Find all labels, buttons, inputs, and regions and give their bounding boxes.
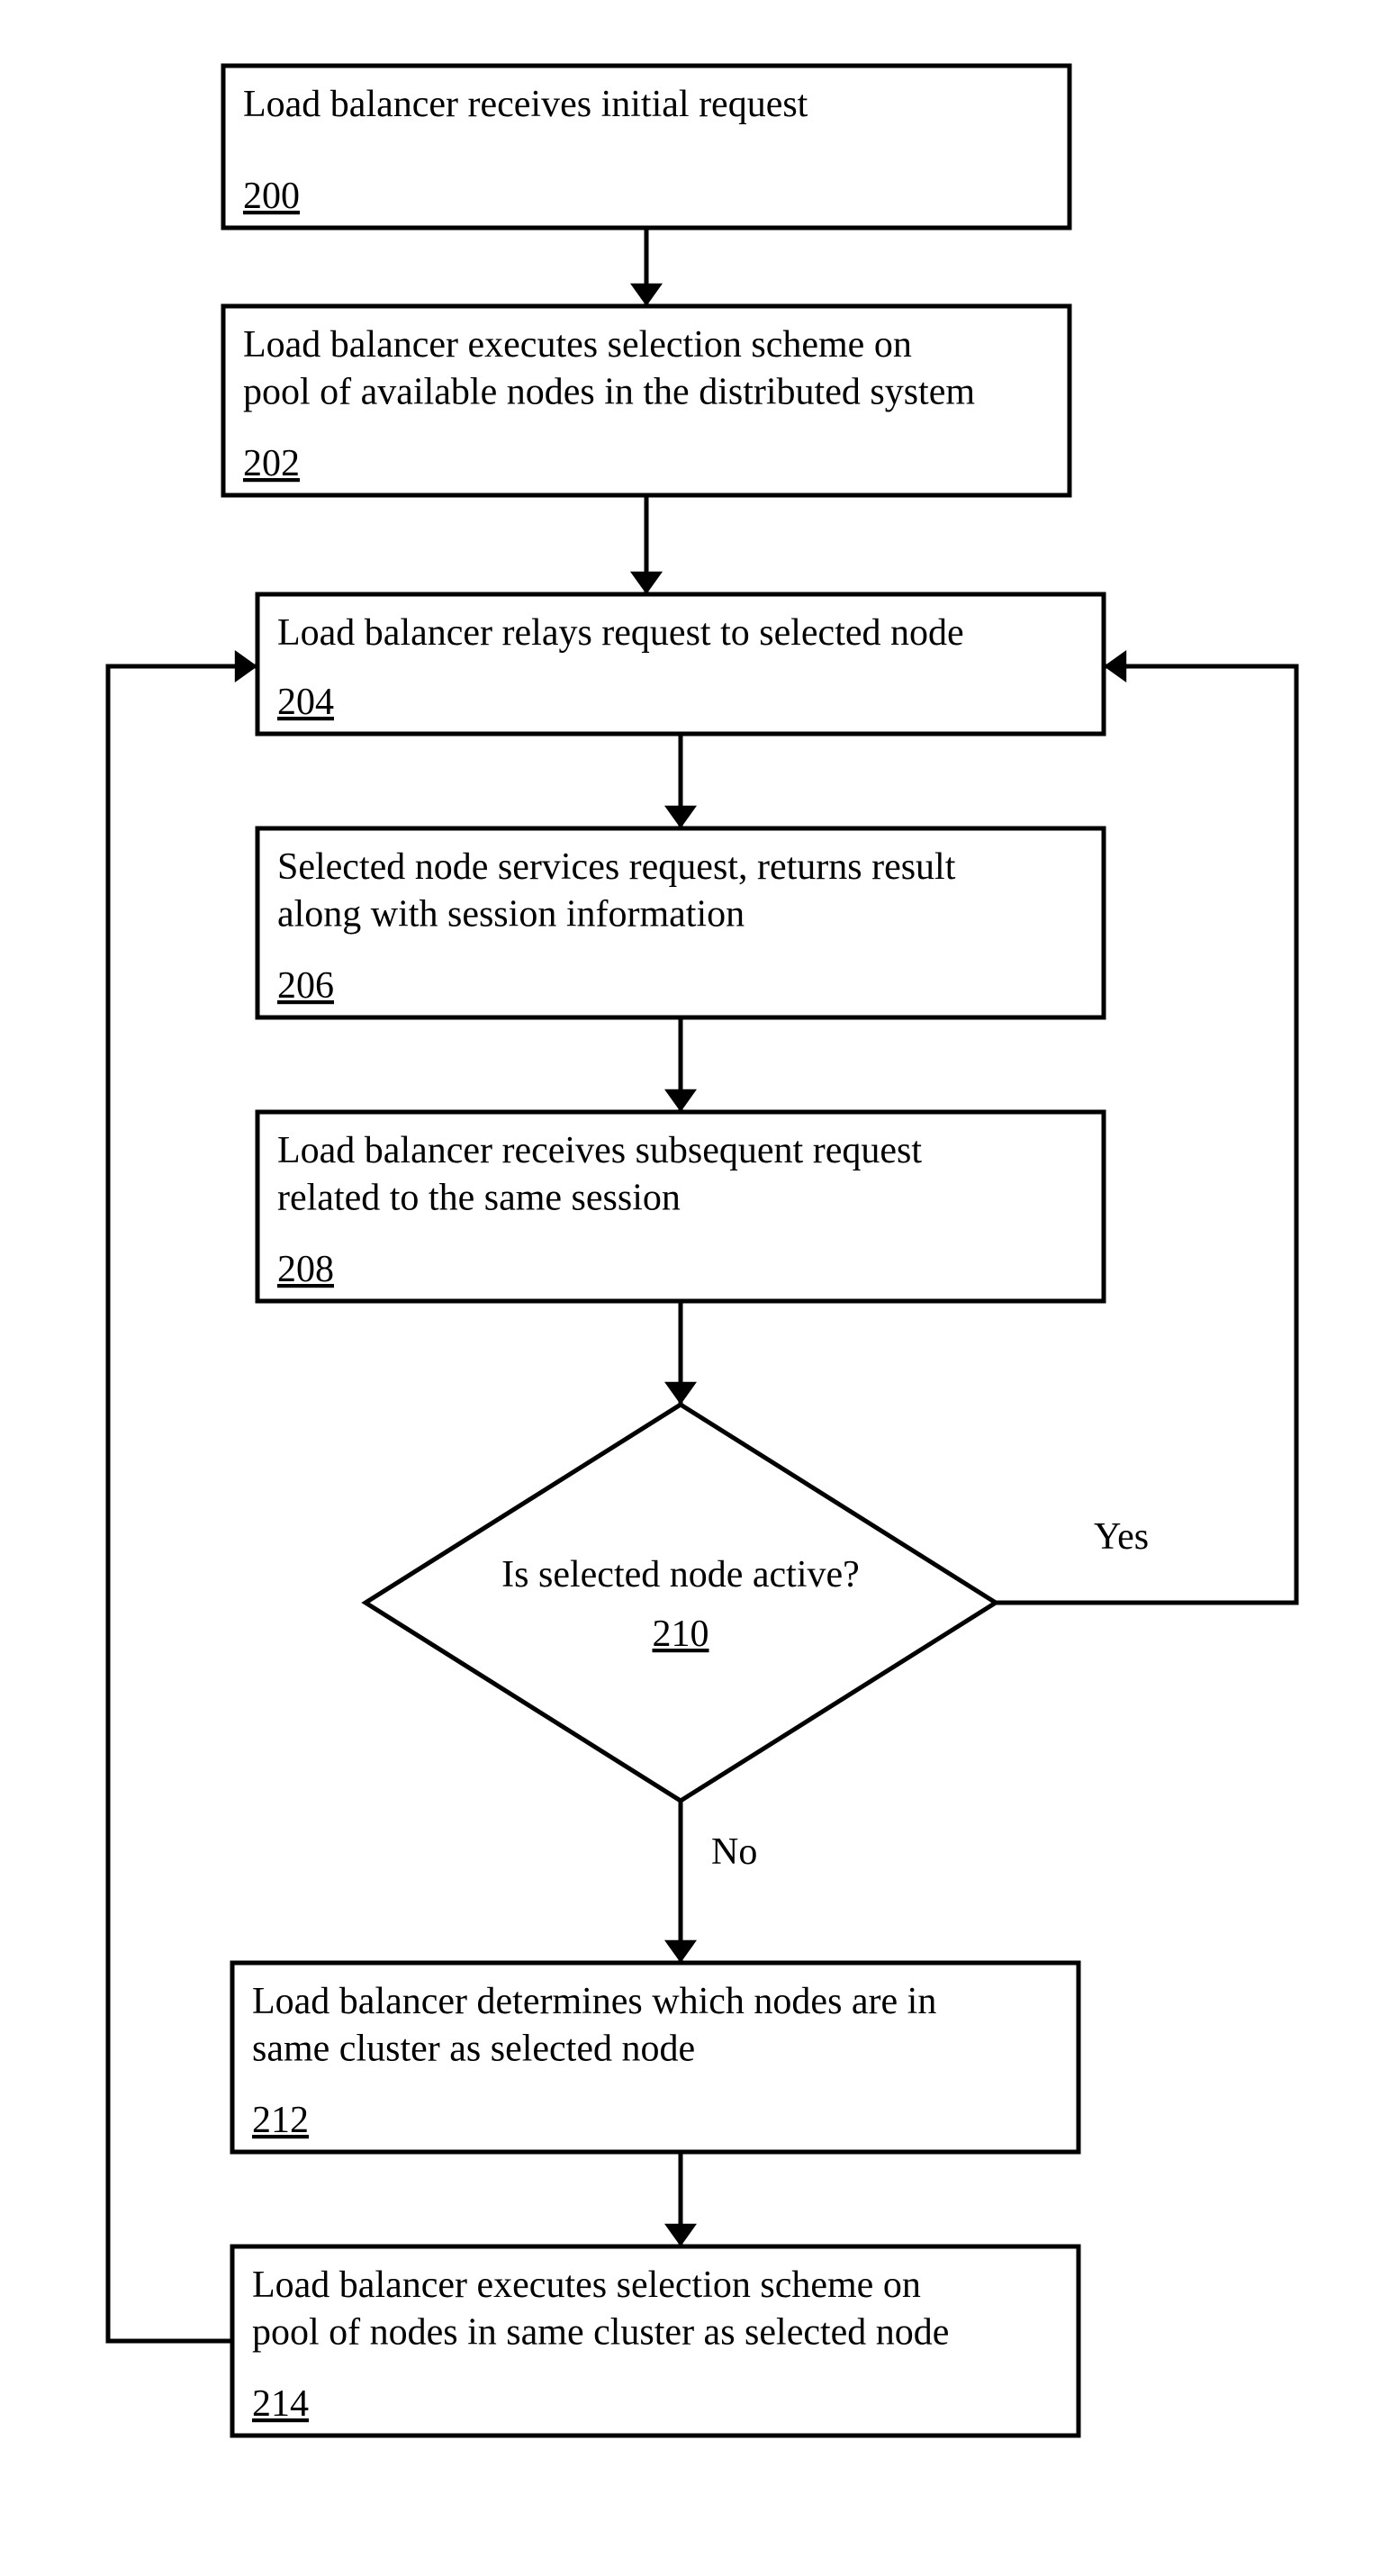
node-text-n202-0: Load balancer executes selection scheme … bbox=[243, 324, 912, 366]
node-n210 bbox=[366, 1405, 996, 1801]
node-ref-n214: 214 bbox=[252, 2383, 309, 2425]
node-text-n212-1: same cluster as selected node bbox=[252, 2029, 695, 2070]
node-ref-n200: 200 bbox=[243, 176, 300, 217]
edge-label-e_yes: Yes bbox=[1094, 1516, 1149, 1558]
node-ref-n204: 204 bbox=[277, 682, 334, 723]
node-text-n214-0: Load balancer executes selection scheme … bbox=[252, 2264, 921, 2306]
node-ref-n208: 208 bbox=[277, 1249, 334, 1290]
node-text-n208-1: related to the same session bbox=[277, 1178, 681, 1219]
edge-e_loop bbox=[108, 666, 257, 2341]
node-ref-n202: 202 bbox=[243, 443, 300, 484]
node-text-n214-1: pool of nodes in same cluster as selecte… bbox=[252, 2312, 949, 2354]
node-text-n204-0: Load balancer relays request to selected… bbox=[277, 612, 964, 654]
node-text-n212-0: Load balancer determines which nodes are… bbox=[252, 1981, 936, 2022]
node-text-n200-0: Load balancer receives initial request bbox=[243, 84, 808, 125]
node-text-n210: Is selected node active? bbox=[501, 1554, 860, 1595]
node-ref-n212: 212 bbox=[252, 2100, 309, 2141]
edge-label-e6: No bbox=[711, 1831, 757, 1873]
node-text-n208-0: Load balancer receives subsequent reques… bbox=[277, 1130, 922, 1171]
node-ref-n210: 210 bbox=[653, 1613, 709, 1655]
node-text-n202-1: pool of available nodes in the distribut… bbox=[243, 372, 975, 413]
node-text-n206-0: Selected node services request, returns … bbox=[277, 846, 956, 888]
node-text-n206-1: along with session information bbox=[277, 894, 745, 935]
edge-e_yes bbox=[996, 666, 1296, 1603]
node-ref-n206: 206 bbox=[277, 965, 334, 1007]
